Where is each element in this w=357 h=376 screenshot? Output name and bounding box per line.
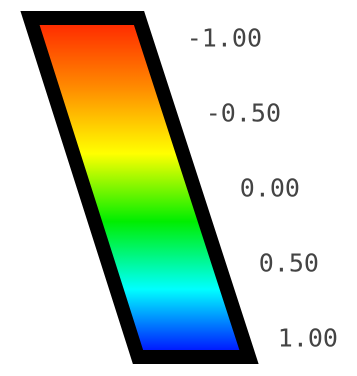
tick-label: 0.50 [259,249,319,278]
tick-label: 0.00 [240,174,300,203]
tick-label: -0.50 [206,99,281,128]
tick-label: 1.00 [278,324,338,353]
tick-labels: -1.00 -0.50 0.00 0.50 1.00 [187,24,338,353]
colorbar-body [20,11,259,364]
tick-label: -1.00 [187,24,262,53]
